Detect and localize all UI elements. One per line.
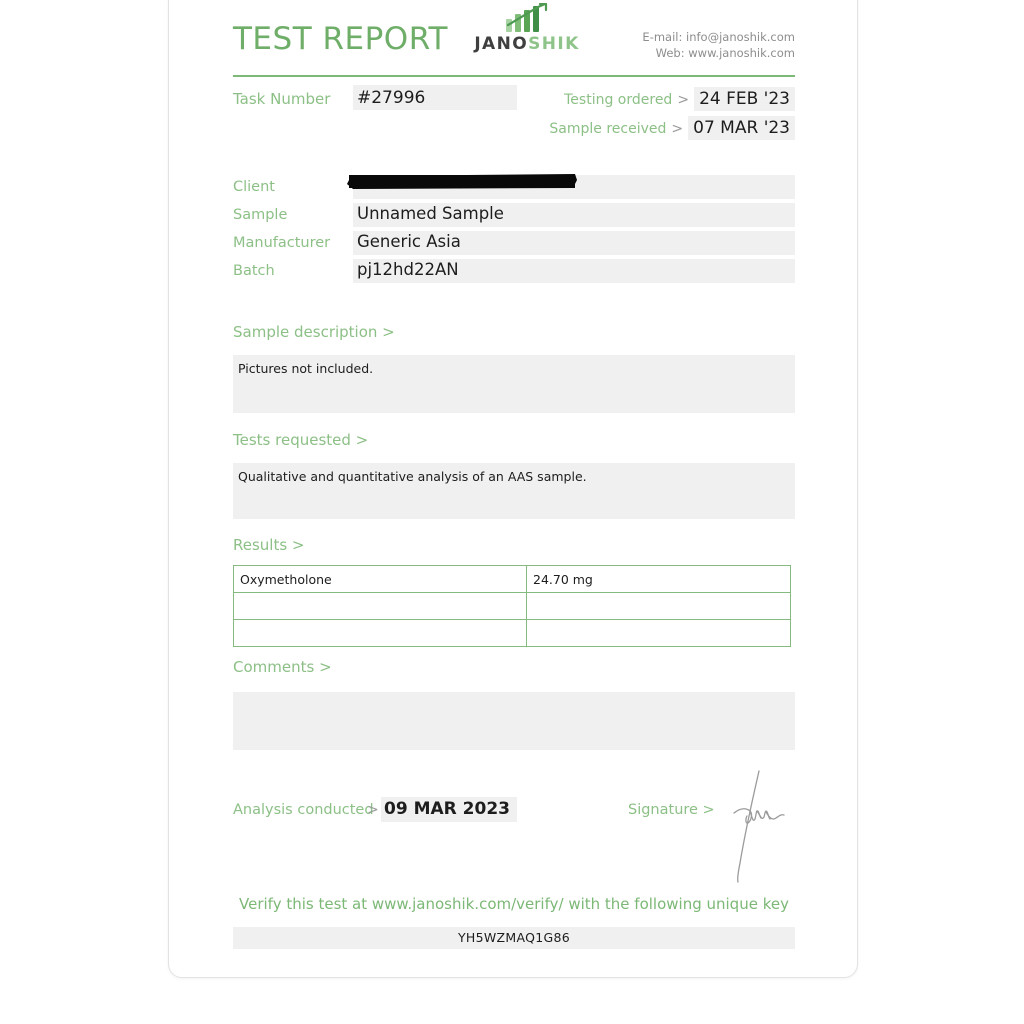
results-table: Oxymetholone 24.70 mg — [233, 565, 791, 647]
table-row: Oxymetholone 24.70 mg — [233, 565, 791, 593]
result-compound-name: Oxymetholone — [233, 565, 527, 593]
task-number-value: #27996 — [357, 88, 426, 108]
result-compound-amount: 24.70 mg — [526, 565, 791, 593]
ascending-bar-chart-icon — [506, 3, 548, 32]
result-compound-name — [233, 592, 527, 620]
sample-received-label: Sample received — [549, 121, 667, 137]
task-number-label: Task Number — [233, 90, 331, 108]
brand-logo: JANOSHIK — [467, 3, 587, 54]
brand-wordmark-shik: SHIK — [528, 34, 580, 54]
info-row-batch: Batch pj12hd22AN — [233, 259, 795, 287]
redaction-bar — [347, 174, 577, 189]
analysis-and-signature-row: Analysis conducted > 09 MAR 2023 Signatu… — [233, 770, 795, 883]
sample-received-caret: > — [671, 121, 684, 137]
verify-unique-key: YH5WZMAQ1G86 — [457, 930, 570, 945]
testing-ordered-row: Testing ordered >24 FEB '23 — [564, 87, 795, 114]
info-row-sample: Sample Unnamed Sample — [233, 203, 795, 231]
analysis-caret: > — [367, 802, 379, 818]
signature-label: Signature > — [628, 802, 715, 818]
sample-field — [353, 203, 795, 227]
results-heading: Results > — [233, 536, 305, 554]
sample-label: Sample — [233, 207, 288, 223]
result-compound-name — [233, 619, 527, 647]
test-report-card: TEST REPORT JANOSHIK E-mail: info@janosh… — [168, 0, 858, 978]
contact-email: E-mail: info@janoshik.com — [642, 30, 795, 44]
manufacturer-label: Manufacturer — [233, 235, 331, 251]
brand-wordmark-jano: JANO — [474, 34, 529, 54]
sample-description-text: Pictures not included. — [238, 361, 374, 376]
analysis-date-field — [381, 797, 517, 822]
batch-label: Batch — [233, 263, 275, 279]
sample-description-heading: Sample description > — [233, 323, 395, 341]
manufacturer-field — [353, 231, 795, 255]
comments-box — [233, 692, 795, 750]
info-row-client: Client — [233, 174, 795, 203]
verify-instructions: Verify this test at www.janoshik.com/ver… — [239, 895, 789, 913]
analysis-conducted-label: Analysis conducted — [233, 802, 374, 818]
brand-wordmark: JANOSHIK — [467, 34, 587, 54]
contact-info: E-mail: info@janoshik.com Web: www.janos… — [642, 29, 795, 61]
sample-description-box: Pictures not included. — [233, 355, 795, 413]
page-title: TEST REPORT — [233, 21, 448, 57]
manufacturer-value: Generic Asia — [357, 232, 461, 251]
comments-heading: Comments > — [233, 658, 332, 676]
testing-ordered-value: 24 FEB '23 — [694, 87, 795, 111]
handwritten-signature-icon — [733, 770, 785, 883]
sample-received-value: 07 MAR '23 — [688, 116, 795, 140]
batch-field — [353, 259, 795, 283]
sample-received-row: Sample received >07 MAR '23 — [549, 116, 795, 143]
header-divider — [233, 75, 795, 77]
report-header: TEST REPORT JANOSHIK E-mail: info@janosh… — [233, 1, 795, 77]
client-label: Client — [233, 179, 275, 195]
report-content: TEST REPORT JANOSHIK E-mail: info@janosh… — [233, 0, 795, 977]
testing-ordered-label: Testing ordered — [564, 92, 673, 108]
tests-requested-heading: Tests requested > — [233, 431, 369, 449]
table-row — [233, 592, 791, 620]
info-row-manufacturer: Manufacturer Generic Asia — [233, 231, 795, 259]
testing-ordered-caret: > — [677, 92, 690, 108]
task-and-dates-row: Task Number #27996 Testing ordered >24 FE… — [233, 85, 795, 143]
batch-value: pj12hd22AN — [357, 260, 459, 279]
result-compound-amount — [526, 592, 791, 620]
verify-key-field — [233, 927, 795, 949]
contact-web: Web: www.janoshik.com — [655, 46, 795, 60]
sample-info-block: Client Sample Unnamed Sample Manufacture… — [233, 174, 795, 287]
table-row — [233, 619, 791, 647]
analysis-date-value: 09 MAR 2023 — [384, 799, 510, 819]
task-number-field — [353, 85, 517, 110]
tests-requested-box: Qualitative and quantitative analysis of… — [233, 463, 795, 519]
sample-value: Unnamed Sample — [357, 204, 504, 223]
tests-requested-text: Qualitative and quantitative analysis of… — [238, 469, 587, 484]
result-compound-amount — [526, 619, 791, 647]
